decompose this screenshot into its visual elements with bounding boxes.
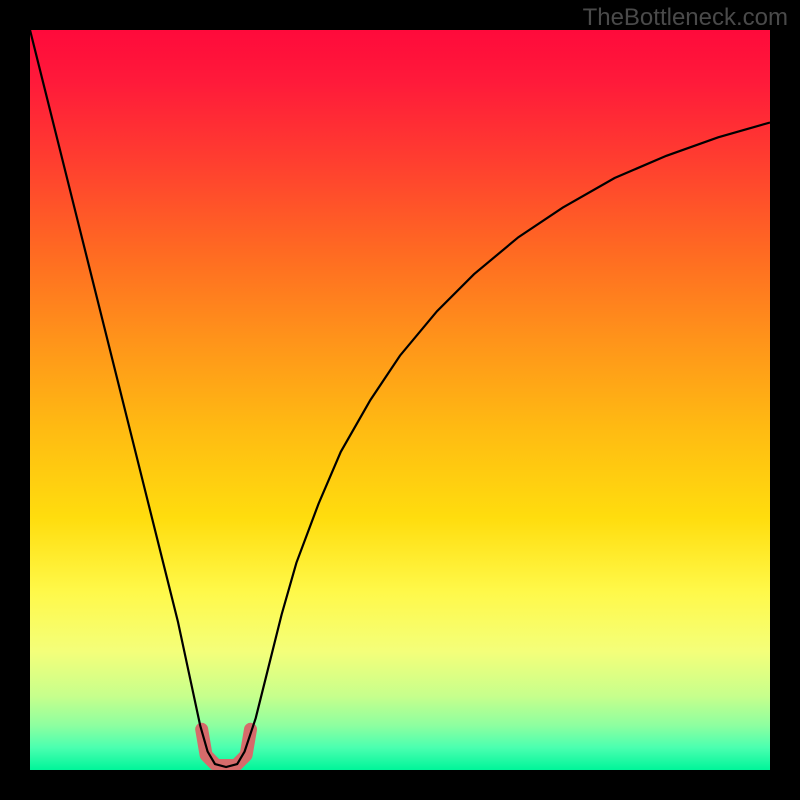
plot-area (30, 30, 770, 770)
chart-svg (30, 30, 770, 770)
watermark-text: TheBottleneck.com (583, 4, 788, 32)
valley-highlight (202, 729, 251, 765)
bottleneck-curve (30, 30, 770, 767)
chart-frame: TheBottleneck.com (0, 0, 800, 800)
